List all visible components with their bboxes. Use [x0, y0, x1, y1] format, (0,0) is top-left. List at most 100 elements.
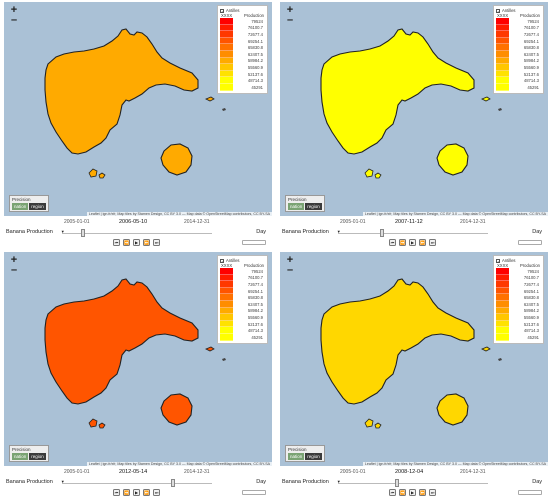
- timeline-slider[interactable]: [62, 479, 212, 487]
- legend-entry: 48714.3: [496, 77, 541, 84]
- layer-checkbox[interactable]: ✓: [496, 8, 501, 14]
- nation-button[interactable]: nation: [288, 203, 305, 210]
- timeline-current-date: 2006-05-10: [119, 219, 148, 225]
- timeline-slider-handle[interactable]: [394, 479, 399, 487]
- timeline-slider-handle[interactable]: [81, 229, 85, 237]
- speed-slider[interactable]: [242, 490, 266, 495]
- legend-value: 52137.6: [247, 321, 263, 327]
- nation-button[interactable]: nation: [12, 453, 29, 460]
- timeline-end-date: 2014-12-31: [184, 469, 210, 475]
- zoom-in-button[interactable]: +: [10, 254, 18, 266]
- nation-button[interactable]: nation: [12, 203, 29, 210]
- legend-title: Production: [243, 263, 264, 268]
- region-button[interactable]: region: [305, 203, 322, 210]
- legend-swatch: [496, 31, 509, 38]
- timeline: 2005-01-01 2007-11-12 2014-12-31 Banana …: [280, 216, 548, 250]
- marie-galante: [160, 143, 193, 176]
- map-view[interactable]: + – ✓ Antilles XXXX Production 79524 7610…: [4, 2, 272, 216]
- rewind-button[interactable]: ⏪: [399, 489, 406, 496]
- speed-slider[interactable]: [242, 240, 266, 245]
- map-panel-4: + – ✓ Antilles XXXX Production 79524 7610…: [280, 252, 548, 500]
- fast-forward-button[interactable]: ⏩: [419, 489, 426, 496]
- marie-galante: [436, 143, 469, 176]
- legend-value: 58984.2: [523, 58, 539, 64]
- zoom-out-button[interactable]: –: [10, 264, 18, 276]
- guadeloupe-map[interactable]: [4, 252, 272, 466]
- guadeloupe-map[interactable]: [280, 252, 548, 466]
- legend-title: Production: [243, 13, 264, 18]
- zoom-in-button[interactable]: +: [286, 4, 294, 16]
- fast-forward-button[interactable]: ⏩: [143, 239, 150, 246]
- zoom-out-button[interactable]: –: [286, 264, 294, 276]
- time-unit-select[interactable]: Day: [532, 229, 542, 235]
- last-frame-button[interactable]: ⏭: [429, 239, 436, 246]
- product-select[interactable]: Banana Production ▼: [6, 479, 65, 485]
- legend-swatch: [496, 294, 509, 301]
- first-frame-button[interactable]: ⏮: [389, 489, 396, 496]
- legend-mask: XXXX: [497, 263, 509, 268]
- zoom-out-button[interactable]: –: [286, 14, 294, 26]
- legend-value: 48714.3: [247, 78, 263, 84]
- fast-forward-button[interactable]: ⏩: [419, 239, 426, 246]
- map-view[interactable]: + – ✓ Antilles XXXX Production 79524 7610…: [280, 2, 548, 216]
- region-button[interactable]: region: [29, 453, 46, 460]
- first-frame-button[interactable]: ⏮: [389, 239, 396, 246]
- les-saintes: [88, 418, 98, 428]
- time-unit-select[interactable]: Day: [256, 229, 266, 235]
- last-frame-button[interactable]: ⏭: [153, 239, 160, 246]
- fast-forward-button[interactable]: ⏩: [143, 489, 150, 496]
- layer-checkbox[interactable]: ✓: [496, 258, 501, 264]
- timeline-slider-handle[interactable]: [379, 229, 384, 237]
- map-view[interactable]: + – ✓ Antilles XXXX Production 79524 7610…: [4, 252, 272, 466]
- play-button[interactable]: ▶: [133, 489, 140, 496]
- play-button[interactable]: ▶: [133, 239, 140, 246]
- layer-checkbox[interactable]: ✓: [220, 258, 225, 264]
- rewind-button[interactable]: ⏪: [123, 489, 130, 496]
- map-attribution: Leaflet | ign.fr/xfr, Map tiles by Stame…: [86, 462, 272, 466]
- legend-value: 72677.4: [523, 31, 539, 37]
- chevron-down-icon: ▼: [60, 229, 65, 234]
- product-select[interactable]: Banana Production ▼: [282, 479, 341, 485]
- legend-swatch: [496, 327, 509, 334]
- legend-swatch: [496, 64, 509, 71]
- legend-entry: 48714.3: [220, 327, 265, 334]
- guadeloupe-map[interactable]: [4, 2, 272, 216]
- legend-swatch: [496, 300, 509, 308]
- time-unit-select[interactable]: Day: [256, 479, 266, 485]
- timeline-slider-handle[interactable]: [171, 479, 175, 487]
- legend-value: 72677.4: [523, 281, 539, 287]
- zoom-out-button[interactable]: –: [10, 14, 18, 26]
- layer-checkbox[interactable]: ✓: [220, 8, 225, 14]
- la-desirade: [205, 346, 215, 352]
- zoom-in-button[interactable]: +: [286, 254, 294, 266]
- rewind-button[interactable]: ⏪: [123, 239, 130, 246]
- timeline-slider[interactable]: [338, 479, 488, 487]
- first-frame-button[interactable]: ⏮: [113, 239, 120, 246]
- play-button[interactable]: ▶: [409, 489, 416, 496]
- legend-value: 79524: [527, 268, 539, 274]
- timeline-start-date: 2005-01-01: [340, 469, 366, 475]
- timeline-slider[interactable]: [338, 229, 488, 237]
- product-select[interactable]: Banana Production ▼: [6, 229, 65, 235]
- time-unit-select[interactable]: Day: [532, 479, 542, 485]
- rewind-button[interactable]: ⏪: [399, 239, 406, 246]
- speed-slider[interactable]: [518, 490, 542, 495]
- legend-value: 62407.5: [247, 51, 263, 57]
- legend-value: 76100.7: [523, 275, 539, 281]
- nation-button[interactable]: nation: [288, 453, 305, 460]
- play-button[interactable]: ▶: [409, 239, 416, 246]
- timeline-slider[interactable]: [62, 229, 212, 237]
- legend-value: 45291: [527, 84, 539, 90]
- zoom-in-button[interactable]: +: [10, 4, 18, 16]
- legend-swatch: [220, 287, 233, 295]
- product-select[interactable]: Banana Production ▼: [282, 229, 341, 235]
- legend-value: 76100.7: [523, 25, 539, 31]
- region-button[interactable]: region: [305, 453, 322, 460]
- first-frame-button[interactable]: ⏮: [113, 489, 120, 496]
- region-button[interactable]: region: [29, 203, 46, 210]
- speed-slider[interactable]: [518, 240, 542, 245]
- last-frame-button[interactable]: ⏭: [153, 489, 160, 496]
- guadeloupe-map[interactable]: [280, 2, 548, 216]
- map-view[interactable]: + – ✓ Antilles XXXX Production 79524 7610…: [280, 252, 548, 466]
- last-frame-button[interactable]: ⏭: [429, 489, 436, 496]
